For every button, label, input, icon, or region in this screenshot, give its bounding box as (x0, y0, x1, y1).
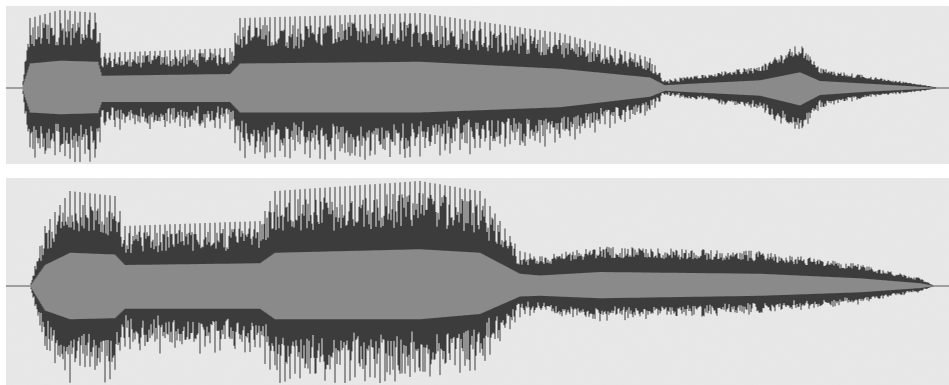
track-1 (6, 6, 949, 164)
waveform-view (0, 0, 949, 385)
page: (() => { // Decorative waveform layout o… (0, 0, 949, 385)
track-2 (6, 178, 949, 385)
